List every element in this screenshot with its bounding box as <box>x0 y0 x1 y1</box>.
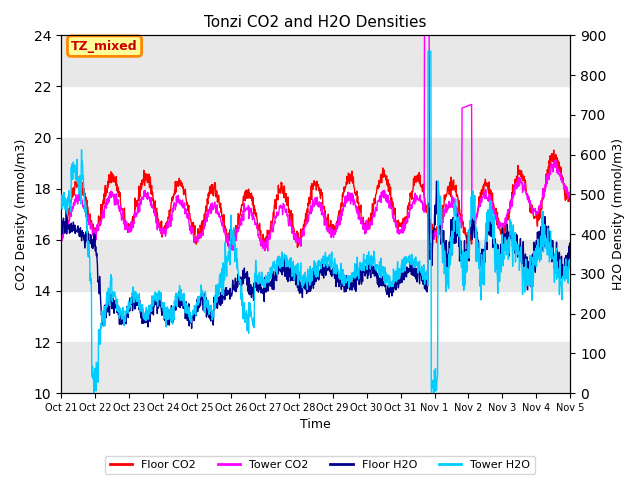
Title: Tonzi CO2 and H2O Densities: Tonzi CO2 and H2O Densities <box>204 15 427 30</box>
Bar <box>61 36 570 86</box>
Y-axis label: CO2 Density (mmol/m3): CO2 Density (mmol/m3) <box>15 139 28 290</box>
Legend: Floor CO2, Tower CO2, Floor H2O, Tower H2O: Floor CO2, Tower CO2, Floor H2O, Tower H… <box>105 456 535 474</box>
Bar <box>61 240 570 291</box>
X-axis label: Time: Time <box>300 419 331 432</box>
Bar <box>61 342 570 393</box>
Bar <box>61 138 570 189</box>
Y-axis label: H2O Density (mmol/m3): H2O Density (mmol/m3) <box>612 138 625 290</box>
Text: TZ_mixed: TZ_mixed <box>71 40 138 53</box>
